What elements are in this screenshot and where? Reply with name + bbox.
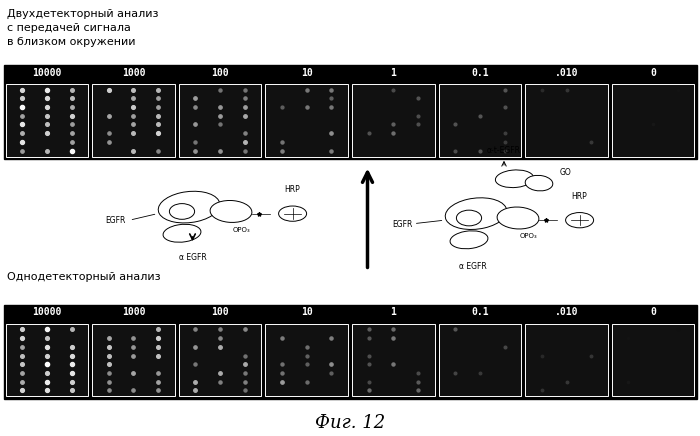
Bar <box>92 84 175 157</box>
Text: α EGFR: α EGFR <box>178 253 206 262</box>
Text: GO: GO <box>560 168 572 177</box>
Ellipse shape <box>163 224 201 242</box>
Bar <box>439 84 522 157</box>
Text: .010: .010 <box>555 68 578 78</box>
Text: OPO₃: OPO₃ <box>519 233 538 239</box>
Text: HRP: HRP <box>285 185 300 194</box>
Ellipse shape <box>158 191 220 223</box>
Text: 10000: 10000 <box>32 68 62 78</box>
Text: 100: 100 <box>211 68 229 78</box>
Text: Однодетекторный анализ: Однодетекторный анализ <box>7 272 160 283</box>
Text: 100: 100 <box>211 307 229 317</box>
Ellipse shape <box>496 170 533 187</box>
Text: 0: 0 <box>650 307 656 317</box>
Text: 10: 10 <box>301 68 313 78</box>
Text: OPO₃: OPO₃ <box>232 227 251 233</box>
Bar <box>265 84 348 157</box>
Bar <box>265 324 348 396</box>
Bar <box>4 65 696 159</box>
Text: 0.1: 0.1 <box>471 307 489 317</box>
Text: HRP: HRP <box>572 191 587 201</box>
Bar <box>352 84 435 157</box>
Ellipse shape <box>279 206 307 221</box>
Bar <box>525 84 608 157</box>
Text: α EGFR: α EGFR <box>458 262 486 271</box>
Bar <box>4 305 696 399</box>
Text: 1: 1 <box>391 307 396 317</box>
Bar <box>179 84 261 157</box>
Circle shape <box>456 210 482 226</box>
Ellipse shape <box>450 231 488 249</box>
Text: 10000: 10000 <box>32 307 62 317</box>
Text: Двухдетекторный анализ
с передачей сигнала
в близком окружении: Двухдетекторный анализ с передачей сигна… <box>7 9 158 47</box>
Ellipse shape <box>497 207 539 229</box>
Ellipse shape <box>566 213 594 228</box>
Bar <box>525 324 608 396</box>
Text: EGFR: EGFR <box>393 220 413 229</box>
Text: α-t-EGFR: α-t-EGFR <box>487 146 521 155</box>
Ellipse shape <box>445 198 507 229</box>
Text: 1: 1 <box>391 68 396 78</box>
Text: 1000: 1000 <box>122 307 145 317</box>
Text: EGFR: EGFR <box>106 216 126 225</box>
Bar <box>439 324 522 396</box>
Text: .010: .010 <box>555 307 578 317</box>
Circle shape <box>169 204 195 219</box>
Bar <box>6 84 88 157</box>
Bar <box>612 84 694 157</box>
Ellipse shape <box>525 175 553 191</box>
Text: 0: 0 <box>650 68 656 78</box>
Bar <box>612 324 694 396</box>
Bar <box>92 324 175 396</box>
Bar <box>179 324 261 396</box>
Text: 0.1: 0.1 <box>471 68 489 78</box>
Text: 10: 10 <box>301 307 313 317</box>
Bar <box>6 324 88 396</box>
Ellipse shape <box>210 201 252 222</box>
Text: 1000: 1000 <box>122 68 145 78</box>
Text: Фиг. 12: Фиг. 12 <box>315 414 385 432</box>
Bar <box>352 324 435 396</box>
